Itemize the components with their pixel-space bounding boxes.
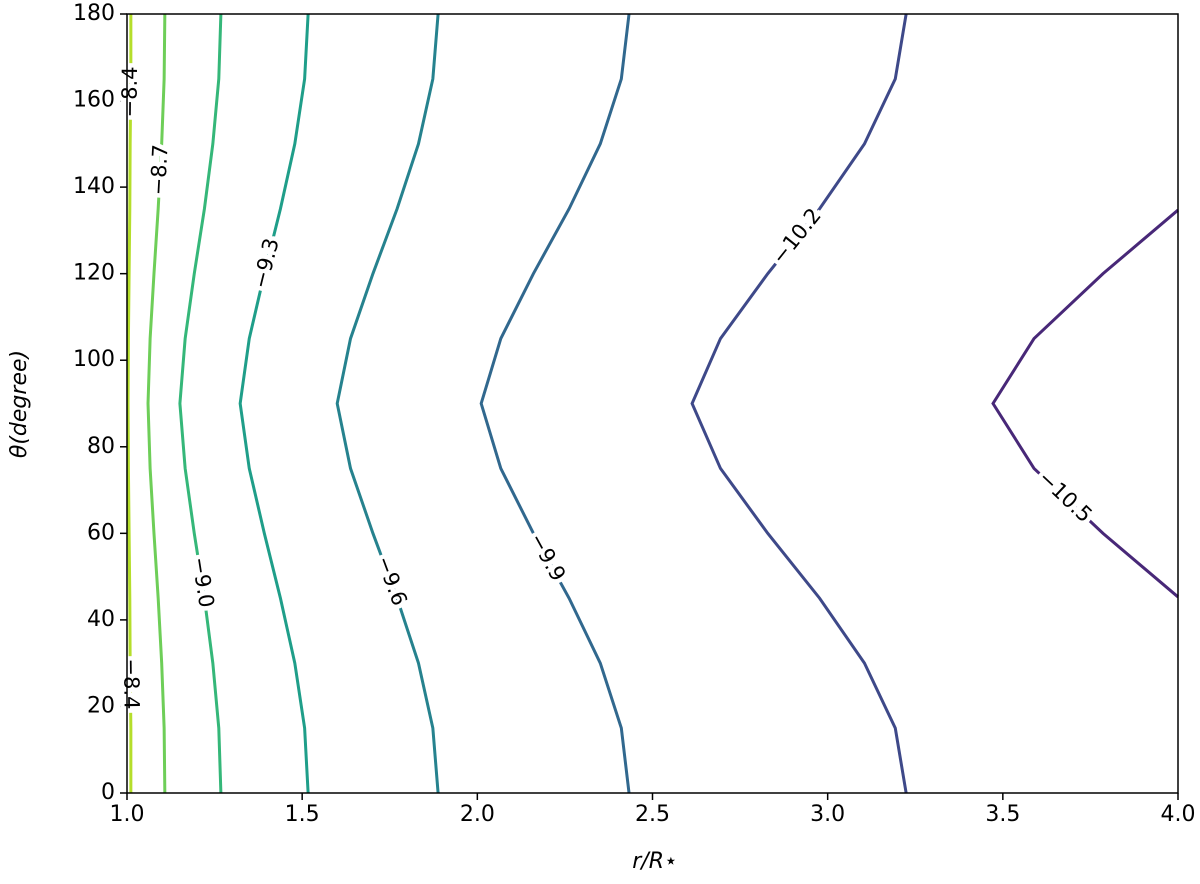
contour-line bbox=[479, 13, 631, 794]
y-tick-label: 180 bbox=[73, 1, 115, 26]
x-axis-label: r/R⋆ bbox=[632, 849, 678, 874]
x-tick-label: 1.5 bbox=[285, 802, 320, 827]
contour-label: −9.0 bbox=[187, 555, 219, 609]
x-tick-label: 2.5 bbox=[635, 802, 670, 827]
contour-label: −9.6 bbox=[372, 553, 412, 609]
y-tick-label: 20 bbox=[87, 693, 115, 718]
y-axis-label: θ(degree) bbox=[7, 350, 32, 458]
y-tick-label: 120 bbox=[73, 261, 115, 286]
contour-line bbox=[335, 13, 440, 794]
contour-line bbox=[690, 13, 908, 794]
x-tick-label: 3.0 bbox=[810, 802, 845, 827]
contour-label: −8.4 bbox=[117, 66, 142, 117]
contour-line bbox=[126, 14, 133, 793]
contour-line bbox=[178, 13, 223, 794]
contour-label: −10.5 bbox=[1034, 466, 1097, 528]
x-tick-label: 3.5 bbox=[985, 802, 1020, 827]
contour-line bbox=[238, 13, 310, 794]
plot-frame bbox=[126, 13, 1179, 794]
contour-label: −9.9 bbox=[525, 529, 571, 585]
contour-label: −9.3 bbox=[248, 236, 284, 291]
contour-label: −8.4 bbox=[119, 658, 144, 709]
y-tick-label: 60 bbox=[87, 520, 115, 545]
y-tick-label: 40 bbox=[87, 607, 115, 632]
x-tick-label: 4.0 bbox=[1161, 802, 1196, 827]
x-tick-label: 2.0 bbox=[460, 802, 495, 827]
contour-line bbox=[146, 13, 167, 794]
y-tick-label: 80 bbox=[87, 434, 115, 459]
y-tick-label: 100 bbox=[73, 347, 115, 372]
contour-label: −8.7 bbox=[146, 144, 173, 196]
contour-line bbox=[991, 208, 1179, 599]
y-tick-label: 140 bbox=[73, 174, 115, 199]
y-tick-label: 0 bbox=[101, 780, 115, 805]
contour-label: −10.2 bbox=[767, 204, 826, 269]
x-tick-label: 1.0 bbox=[110, 802, 145, 827]
y-tick-label: 160 bbox=[73, 88, 115, 113]
